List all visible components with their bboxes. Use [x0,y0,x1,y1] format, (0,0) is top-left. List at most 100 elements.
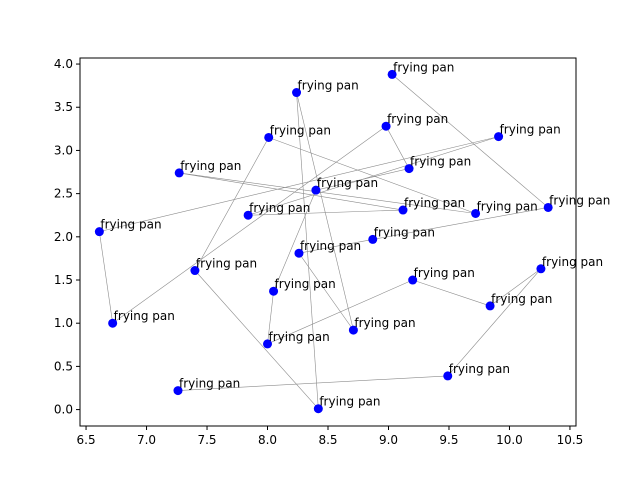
data-point [269,286,279,296]
x-tick-label: 10.5 [557,433,584,447]
point-label: frying pan [354,316,415,330]
point-label: frying pan [387,112,448,126]
connecting-line-segment [99,231,113,324]
point-label: frying pan [196,257,257,271]
point-label: frying pan [319,395,380,409]
point-label: frying pan [491,292,552,306]
connecting-line-segment [315,168,410,191]
data-point [381,121,391,131]
data-point [408,275,418,285]
connecting-line-segment [248,136,499,216]
data-point [263,339,273,349]
data-point [94,227,104,237]
connecting-line-segment [194,270,319,409]
connecting-line-segment [177,375,448,391]
data-point [313,404,323,414]
point-label: frying pan [114,309,175,323]
point-label: frying pan [317,176,378,190]
x-tick-label: 10.0 [496,433,523,447]
connecting-line-segment [391,74,549,208]
data-point [485,301,495,311]
y-tick-label: 0.0 [54,403,73,417]
x-tick-label: 9.0 [379,433,398,447]
point-label: frying pan [542,255,603,269]
y-tick-label: 0.5 [54,359,73,373]
x-axis-ticks: 6.5 7.0 7.5 8.0 8.5 9.0 9.5 10.0 10.5 [77,426,584,447]
y-tick-label: 1.0 [54,316,73,330]
point-label: frying pan [100,218,161,232]
data-point [404,164,414,174]
point-label: frying pan [410,155,471,169]
data-point [294,248,304,258]
point-label: frying pan [549,193,610,207]
connecting-line-segment [412,279,491,307]
x-tick-label: 8.0 [258,433,277,447]
data-point [398,205,408,215]
y-axis-ticks: 0.0 0.5 1.0 1.5 2.0 2.5 3.0 3.5 4.0 [54,57,80,417]
data-point [368,234,378,244]
x-tick-label: 8.5 [318,433,337,447]
point-label: frying pan [269,330,330,344]
data-point [243,210,253,220]
point-label: frying pan [477,199,538,213]
point-label: frying pan [300,239,361,253]
connecting-line-segment [267,291,274,344]
y-tick-label: 3.0 [54,143,73,157]
data-point [536,264,546,274]
connecting-line-segment [372,207,549,240]
connecting-line-segment [298,253,354,331]
connecting-line-segment [194,137,269,271]
point-label: frying pan [180,159,241,173]
point-label: frying pan [275,277,336,291]
connecting-line-segment [296,92,354,331]
connecting-line-segment [267,279,413,345]
connecting-line-segment [248,209,404,216]
connecting-line-segment [298,239,373,254]
connecting-line-segment [447,268,542,377]
data-point [387,69,397,79]
x-tick-label: 6.5 [77,433,96,447]
data-point [292,88,302,98]
point-label: frying pan [374,225,435,239]
point-label: frying pan [179,377,240,391]
point-label: frying pan [404,196,465,210]
y-tick-label: 1.5 [54,273,73,287]
point-label: frying pan [414,266,475,280]
data-point [108,318,118,328]
x-tick-label: 9.5 [439,433,458,447]
data-points [94,69,553,414]
data-point [471,208,481,218]
data-point [190,266,200,276]
point-label: frying pan [270,123,331,137]
point-labels: frying pan frying pan frying pan frying pan… [100,60,610,408]
x-tick-label: 7.5 [197,433,216,447]
connecting-line-segment [489,268,542,307]
connecting-line-segment [268,137,476,214]
data-point [348,325,358,335]
connecting-line-segment [99,136,499,232]
y-tick-label: 2.5 [54,187,73,201]
x-tick-label: 7.0 [137,433,156,447]
point-label: frying pan [449,362,510,376]
data-point [494,132,504,142]
connecting-line-segment [112,126,387,324]
data-point [173,386,183,396]
connecting-lines [99,74,549,409]
connecting-line-segment [296,92,319,409]
data-point [443,371,453,381]
y-tick-label: 4.0 [54,57,73,71]
point-label: frying pan [298,79,359,93]
connecting-line-segment [273,190,317,292]
y-tick-label: 2.0 [54,230,73,244]
point-label: frying pan [500,123,561,137]
point-label: frying pan [393,60,454,74]
connecting-line-segment [385,126,410,169]
data-point [543,202,553,212]
point-label: frying pan [249,201,310,215]
data-point [174,168,184,178]
connecting-line-segment [179,172,476,214]
y-tick-label: 3.5 [54,100,73,114]
data-point [311,185,321,195]
data-point [264,132,274,142]
